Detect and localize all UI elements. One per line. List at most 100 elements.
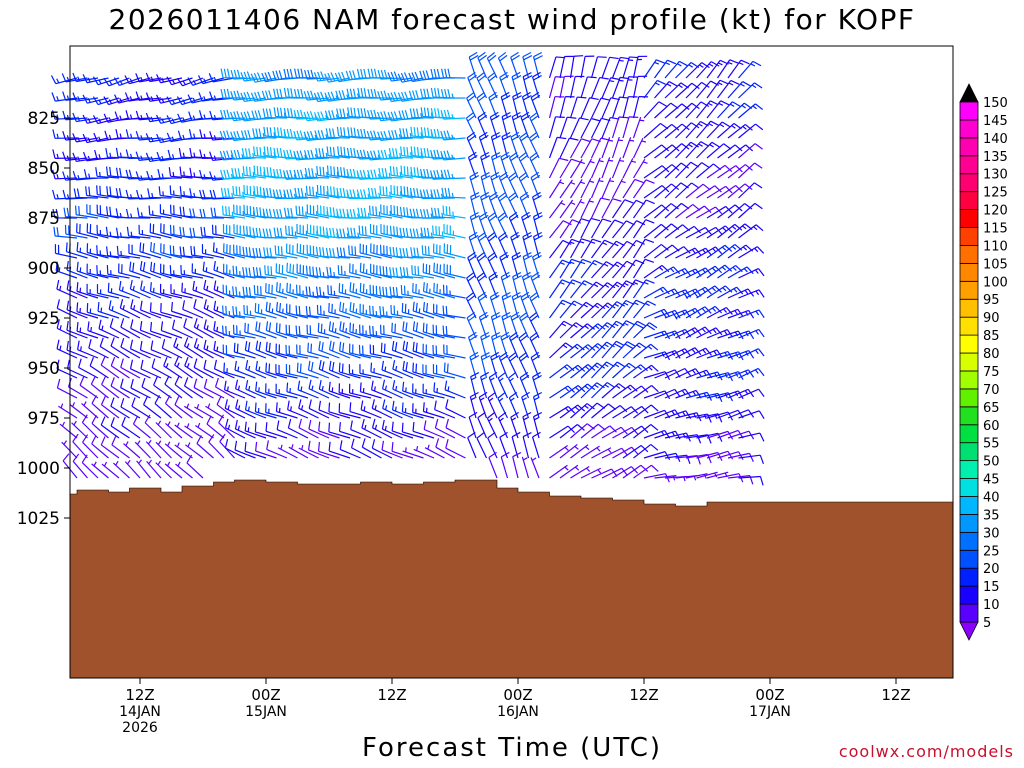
wind-barb bbox=[389, 286, 414, 299]
wind-barb bbox=[497, 392, 509, 419]
wind-barb bbox=[305, 286, 330, 299]
wind-barb bbox=[135, 151, 162, 161]
wind-barb bbox=[369, 344, 393, 359]
wind-barb bbox=[591, 341, 615, 359]
wind-barb bbox=[381, 419, 403, 439]
wind-barb bbox=[96, 185, 120, 199]
wind-barb bbox=[126, 226, 151, 239]
wind-barb bbox=[675, 122, 700, 139]
wind-barb bbox=[601, 301, 626, 319]
wind-barb bbox=[559, 96, 575, 119]
wind-barb bbox=[129, 339, 151, 359]
wind-barb bbox=[612, 341, 636, 359]
wind-barb bbox=[61, 440, 78, 459]
wind-barb bbox=[146, 459, 162, 479]
colorbar-label: 45 bbox=[983, 473, 1000, 488]
wind-barb bbox=[549, 464, 569, 479]
wind-barb bbox=[738, 309, 765, 319]
wind-barb bbox=[487, 71, 498, 99]
wind-barb bbox=[633, 364, 659, 379]
wind-barb bbox=[193, 318, 214, 339]
wind-barb bbox=[135, 171, 162, 181]
wind-barb bbox=[477, 111, 488, 139]
wind-barb bbox=[72, 433, 88, 459]
wind-barb bbox=[244, 421, 267, 439]
wind-barb bbox=[317, 442, 340, 459]
wind-barb bbox=[140, 280, 162, 299]
wind-barb bbox=[622, 56, 639, 79]
colorbar: 5 10 15 20 25 30 35 40 45 50 55 60 65 70 75 80 85 90 95 100… bbox=[959, 83, 1008, 641]
wind-barb bbox=[601, 240, 625, 259]
wind-barb bbox=[220, 169, 246, 180]
wind-barb bbox=[220, 68, 246, 79]
wind-barb bbox=[409, 108, 435, 119]
wind-barb bbox=[387, 71, 414, 82]
x-tick-label: 00Z bbox=[503, 686, 532, 704]
colorbar-swatch bbox=[959, 352, 979, 372]
wind-barb bbox=[675, 102, 700, 119]
wind-barb bbox=[570, 383, 596, 399]
wind-barb bbox=[378, 167, 403, 179]
wind-barb bbox=[727, 203, 753, 219]
wind-barb bbox=[580, 467, 602, 479]
wind-barb bbox=[159, 283, 183, 299]
wind-barb bbox=[349, 263, 372, 279]
wind-barb bbox=[183, 318, 204, 339]
wind-barb bbox=[339, 440, 361, 459]
wind-barb bbox=[738, 60, 762, 79]
wind-barb bbox=[295, 205, 319, 219]
y-tick-label: 875 bbox=[28, 209, 60, 229]
wind-barb bbox=[348, 364, 372, 379]
wind-barb bbox=[367, 68, 393, 79]
wind-barb bbox=[632, 158, 648, 179]
wind-barb bbox=[601, 56, 619, 79]
wind-barb bbox=[570, 403, 595, 419]
wind-barb bbox=[135, 73, 162, 83]
wind-barb bbox=[500, 451, 510, 479]
wind-barb bbox=[293, 169, 319, 180]
wind-barb bbox=[314, 129, 340, 140]
wind-barb bbox=[476, 432, 488, 459]
wind-barb bbox=[265, 301, 288, 319]
wind-barb bbox=[328, 402, 351, 419]
wind-barb bbox=[612, 240, 636, 259]
wind-barb bbox=[90, 375, 109, 399]
wind-barb bbox=[738, 410, 765, 420]
colorbar-swatch bbox=[959, 119, 979, 139]
wind-barb bbox=[369, 305, 393, 319]
wind-barb bbox=[275, 364, 298, 379]
wind-barb bbox=[559, 300, 583, 319]
wind-barb bbox=[262, 108, 288, 119]
wind-barb bbox=[559, 443, 579, 459]
wind-barb bbox=[149, 321, 172, 339]
wind-barb bbox=[696, 285, 722, 299]
wind-barb bbox=[115, 188, 141, 199]
wind-barb bbox=[654, 183, 680, 199]
wind-barb bbox=[467, 251, 477, 279]
wind-barb bbox=[612, 199, 634, 219]
wind-barb bbox=[163, 356, 183, 379]
x-tick-label: 2026 bbox=[122, 720, 158, 736]
wind-barb bbox=[76, 242, 99, 259]
wind-barb bbox=[213, 321, 235, 339]
wind-barb bbox=[303, 149, 330, 160]
wind-barb bbox=[297, 380, 319, 399]
wind-barb bbox=[328, 321, 351, 339]
wind-barb bbox=[160, 223, 183, 239]
wind-barb bbox=[52, 129, 78, 139]
colorbar-label: 95 bbox=[983, 293, 1000, 308]
wind-barb bbox=[120, 318, 141, 339]
wind-barb bbox=[675, 412, 702, 422]
wind-barb bbox=[350, 438, 372, 459]
wind-barb bbox=[100, 356, 120, 379]
wind-barb bbox=[286, 303, 309, 319]
wind-barb bbox=[255, 441, 277, 459]
wind-barb bbox=[441, 68, 466, 79]
colorbar-label: 10 bbox=[983, 598, 1000, 613]
wind-barb bbox=[61, 73, 88, 83]
wind-barb bbox=[275, 322, 298, 339]
wind-barb bbox=[685, 326, 712, 339]
wind-barb bbox=[654, 59, 677, 79]
wind-barb bbox=[434, 400, 456, 419]
wind-barb bbox=[187, 77, 214, 86]
